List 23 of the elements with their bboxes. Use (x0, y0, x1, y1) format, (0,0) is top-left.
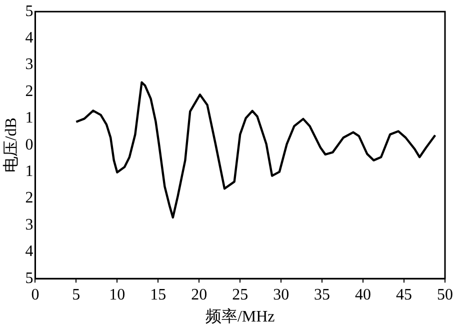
x-tick-label: 35 (314, 286, 330, 304)
y-tick-label: 4 (25, 243, 34, 260)
y-tick-label: 3 (25, 56, 34, 74)
y-axis-title: 电压/dB (2, 118, 20, 173)
y-tick-label: 4 (25, 30, 34, 47)
x-tick-label: 15 (150, 286, 166, 304)
x-tick-label: 40 (355, 286, 372, 304)
y-tick-label: 2 (25, 82, 34, 100)
x-tick-label: 20 (191, 286, 208, 304)
x-tick-label: 45 (396, 286, 412, 304)
y-tick-label: 1 (25, 110, 34, 127)
x-tick-label: 50 (437, 286, 453, 304)
x-tick-label: 30 (273, 286, 290, 304)
y-tick-label: 0 (25, 136, 34, 154)
x-axis-title: 频率/MHz (205, 308, 275, 326)
y-tick-label: 3 (25, 216, 34, 234)
x-tick-label: 10 (109, 286, 126, 304)
y-tick-label: 5 (25, 2, 34, 20)
y-tick-label: 2 (25, 190, 34, 207)
y-tick-label: 5 (25, 270, 34, 287)
x-tick-label: 5 (72, 286, 80, 304)
y-tick-label: 1 (25, 163, 34, 180)
x-tick-label: 25 (232, 286, 248, 304)
